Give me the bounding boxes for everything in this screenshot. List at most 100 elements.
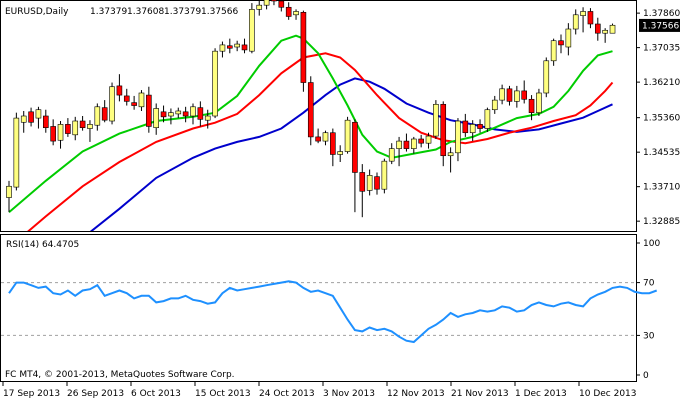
candle-up: [381, 160, 388, 190]
candle-up: [337, 151, 344, 155]
candle-down: [28, 111, 34, 123]
candle-up: [543, 60, 550, 94]
candle-down: [227, 45, 233, 49]
price-tick-label: 1.32885: [643, 217, 680, 227]
candle-down: [160, 111, 167, 118]
candle-up: [536, 92, 542, 113]
candle-up: [138, 92, 145, 108]
candle-down: [352, 121, 358, 173]
candle-down: [271, 0, 277, 2]
candle-down: [79, 120, 86, 129]
candle-down: [374, 176, 380, 190]
candle-up: [219, 44, 226, 52]
current-price-badge: [639, 18, 680, 32]
candle-down: [462, 120, 469, 134]
date-tick-label: 21 Nov 2013: [451, 389, 509, 399]
candle-down: [403, 140, 410, 149]
candle-up: [13, 117, 20, 188]
candle-up: [234, 43, 240, 48]
candle-up: [212, 50, 218, 117]
candle-up: [499, 88, 505, 101]
candle-up: [322, 132, 329, 142]
candle-down: [101, 107, 108, 121]
rsi-line: [8, 280, 658, 344]
price-tick-label: 1.37860: [643, 9, 680, 19]
candle-up: [72, 120, 79, 136]
rsi-tick-label: 100: [643, 239, 660, 249]
date-axis: 17 Sep 2013 26 Sep 2013 6 Oct 2013 15 Oct 2…: [2, 381, 637, 399]
date-tick-label: 17 Sep 2013: [3, 389, 60, 399]
date-tick-label: 12 Nov 2013: [387, 389, 445, 399]
candle-up: [6, 185, 12, 198]
date-tick-label: 10 Dec 2013: [579, 389, 637, 399]
candle-up: [565, 28, 572, 48]
rsi-tick-label: 30: [643, 331, 655, 341]
symbol-label: EURUSD,Daily: [5, 7, 69, 17]
candle-down: [587, 11, 594, 25]
candle-down: [558, 40, 564, 46]
candle-up: [433, 103, 439, 137]
candle-up: [580, 11, 586, 16]
candle-up: [447, 152, 454, 157]
rsi-panel-frame: [0, 234, 637, 382]
candle-up: [469, 124, 476, 134]
date-tick-label: 24 Oct 2013: [259, 389, 315, 399]
candle-down: [418, 138, 424, 144]
moving-averages: [8, 34, 614, 231]
candle-down: [278, 0, 285, 8]
candle-up: [35, 109, 42, 119]
date-tick-label: 15 Oct 2013: [195, 389, 251, 399]
candle-down: [307, 82, 314, 138]
price-y-axis: 1.37860 1.37035 1.36210 1.35360 1.34535 1.337…: [636, 9, 680, 227]
candle-up: [455, 120, 461, 154]
price-tick-label: 1.35360: [643, 114, 680, 124]
candle-up: [344, 119, 351, 152]
rsi-label: RSI(14) 64.4705: [6, 240, 79, 250]
candle-down: [116, 85, 123, 96]
candle-down: [131, 102, 137, 106]
candle-up: [425, 135, 432, 144]
copyright-footer: FC MT4, © 2001-2013, MetaQuotes Software…: [5, 370, 235, 380]
candle-up: [602, 29, 608, 34]
candle-down: [440, 103, 447, 157]
candle-down: [65, 124, 71, 134]
candle-down: [285, 6, 292, 17]
candle-down: [42, 115, 49, 129]
candle-down: [330, 132, 336, 155]
candle-up: [190, 106, 196, 117]
rsi-tick-label: 70: [643, 279, 655, 289]
candle-up: [550, 40, 557, 62]
candle-up: [87, 124, 93, 129]
candlesticks: [6, 0, 616, 218]
candle-down: [197, 107, 204, 120]
candle-down: [146, 94, 152, 127]
candle-up: [484, 109, 491, 129]
candle-up: [153, 108, 159, 129]
rsi-tick-label: 0: [643, 371, 649, 381]
date-tick-label: 6 Oct 2013: [131, 389, 181, 399]
candle-down: [359, 172, 366, 192]
price-tick-label: 1.37035: [643, 44, 680, 54]
ohlc-value: 1.37566: [201, 7, 238, 17]
date-tick-label: 1 Dec 2013: [515, 389, 567, 399]
price-tick-label: 1.36210: [643, 78, 680, 88]
rsi-indicator: [1, 280, 658, 344]
price-tick-label: 1.34535: [643, 148, 680, 158]
ohlc-header: 1.37379 1.37608 1.37379 1.37566: [90, 7, 238, 17]
candle-down: [50, 126, 56, 142]
ma-mid-line: [27, 52, 614, 231]
price-panel-frame: [0, 0, 637, 232]
candle-up: [572, 14, 579, 30]
price-tick-label: 1.33710: [643, 183, 680, 193]
candle-down: [300, 11, 307, 83]
candle-up: [249, 9, 255, 52]
candle-down: [506, 88, 513, 102]
candle-down: [123, 95, 130, 102]
candle-up: [410, 138, 417, 149]
candle-up: [256, 4, 263, 10]
candle-up: [609, 24, 616, 34]
candle-down: [241, 44, 248, 51]
candle-up: [168, 112, 174, 117]
